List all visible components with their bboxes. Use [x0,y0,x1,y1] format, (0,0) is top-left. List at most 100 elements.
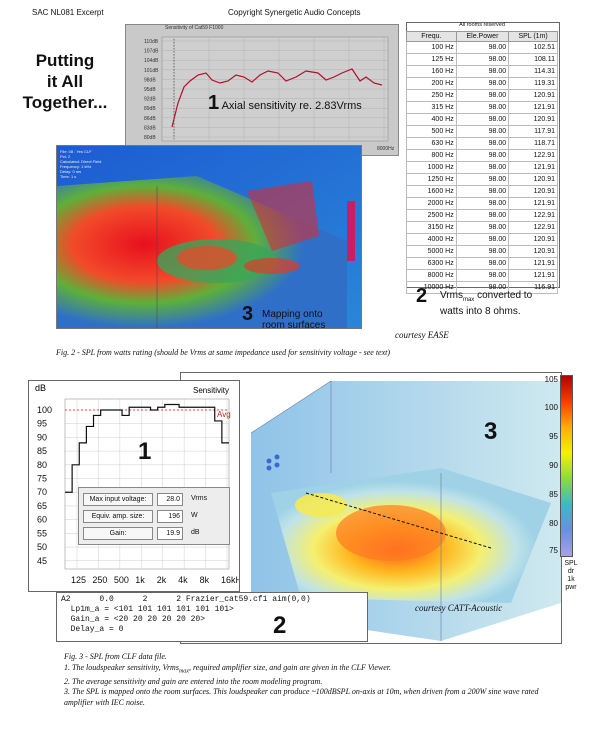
note-subscript: max [462,297,475,303]
table-row: 1000 Hz 98.00 121.91 [406,161,558,174]
side-title-line: Together... [22,93,108,112]
table-cell: 121.91 [508,101,558,114]
max-input-voltage-value[interactable]: 28.0 [157,493,183,506]
table-cell: 98.00 [455,89,510,102]
scale-unit: pwr [565,584,577,591]
gain-button[interactable]: Gain: [83,527,153,540]
clf-viewer-panel: Max input voltage: 28.0 Vrms Equiv. amp.… [78,487,230,545]
table-cell: 122.91 [508,209,558,222]
table-cell: 98.00 [455,185,510,198]
table-cell: 10000 Hz [406,281,457,294]
column-header: Ele.Power [455,31,510,42]
x-tick-label: 250 [92,575,107,585]
table-cell: 2000 Hz [406,197,457,210]
table-cell: 4000 Hz [406,233,457,246]
table-cell: 98.00 [455,257,510,270]
table-cell: 120.91 [508,113,558,126]
gain-value[interactable]: 19.9 [157,527,183,540]
table-row: 800 Hz 98.00 122.91 [406,149,558,162]
x-tick-label: 8k [200,575,210,585]
note-text: watts into 8 ohms. [440,306,521,317]
ease-caption-line: Mapping onto [262,309,323,320]
table-cell: 250 Hz [406,89,457,102]
unit-label: dB [191,529,200,536]
table-cell: 125 Hz [406,53,457,66]
table-cell: 98.00 [455,245,510,258]
y-tick-label: 89dB [144,106,156,112]
table-row: 500 Hz 98.00 117.91 [406,125,558,138]
y-tick-label: 55 [37,528,47,538]
table-cell: 160 Hz [406,65,457,78]
table-cell: 98.00 [455,149,510,162]
table-cell: 98.00 [455,197,510,210]
table-row: 10000 Hz 98.00 116.91 [406,281,558,294]
scale-tick: 90 [549,461,558,470]
table-cell: 98.00 [455,173,510,186]
table-cell: 120.91 [508,245,558,258]
table-cell: 100 Hz [406,41,457,54]
x-tick-label: 1k [135,575,145,585]
axial-label-text: Axial sensitivity re. 2.83Vrms [221,100,362,112]
table-cell: 98.00 [455,233,510,246]
spl-color-scale [560,375,573,557]
table-cell: 98.00 [455,41,510,54]
ease-info-line: Time: 1 s [60,174,77,179]
table-cell: 5000 Hz [406,245,457,258]
column-header: Frequ. [406,31,457,42]
y-tick-label: 95dB [144,87,156,93]
table-cell: 98.00 [455,77,510,90]
clf-line: Delay_a = 0 [61,625,124,634]
table-cell: 800 Hz [406,149,457,162]
table-cell: 6300 Hz [406,257,457,270]
table-row: 250 Hz 98.00 120.91 [406,89,558,102]
clf-line: Lp1m_a = <101 101 101 101 101 101> [61,605,234,614]
table-row: 2500 Hz 98.00 122.91 [406,209,558,222]
table-cell: 121.91 [508,269,558,282]
sensitivity-chart-title: Sensitivity [193,386,229,395]
table-cell: 122.91 [508,149,558,162]
axial-response-curve [171,68,383,128]
callout-number: 3 [242,303,254,325]
y-tick-label: 50 [37,542,47,552]
table-cell: 108.11 [508,53,558,66]
table-note: 2 Vrmsmax converted to watts into 8 ohms… [416,286,532,318]
sensitivity-chart: 100 95 90 85 80 75 70 65 60 55 50 45 125 250 500 1k 2k 4… [28,380,247,592]
y-tick-label: 104dB [144,58,159,64]
table-cell: 2500 Hz [406,209,457,222]
table-cell: 121.91 [508,161,558,174]
ease-map-svg [57,146,361,328]
fig3-line: 1. The loudspeaker sensitivity, Vrmsmax,… [64,663,564,677]
table-cell: 1600 Hz [406,185,457,198]
y-tick-label: 60 [37,515,47,525]
ease-caption-line: room surfaces [262,320,326,331]
table-cell: 98.00 [455,137,510,150]
table-cell: 315 Hz [406,101,457,114]
callout-number: 3 [484,418,498,445]
figure-2-caption: Fig. 2 - SPL from watts rating (should b… [56,348,391,357]
table-cell: 1000 Hz [406,161,457,174]
x-tick-label: 16kHz [221,575,239,585]
y-tick-label: 83dB [144,125,156,131]
table-cell: 98.00 [455,269,510,282]
equiv-amp-size-value[interactable]: 196 [157,510,183,523]
y-tick-label: 85 [37,446,47,456]
fig3-text: , required amplifier size, and gain are … [188,662,392,672]
table-row: 3150 Hz 98.00 122.91 [406,221,558,234]
spl-table-title: All rooms reserved [459,22,505,28]
table-cell: 400 Hz [406,113,457,126]
scale-unit: dr [567,568,575,575]
unit-label: Vrms [191,495,208,502]
table-row: 630 Hz 98.00 118.71 [406,137,558,150]
scale-tick: 105 [544,375,558,384]
y-tick-label: 110dB [144,39,159,45]
x-tick-label: 8000Hz [377,146,395,152]
y-tick-label: 107dB [144,49,159,55]
table-cell: 8000 Hz [406,269,457,282]
x-tick-label: 125 [71,575,86,585]
scale-tick: 80 [549,519,558,528]
spl-table: Frequ. Ele.Power SPL (1m) 100 Hz 98.00 102… [406,31,558,294]
ease-room-map [56,145,362,329]
table-row: 1250 Hz 98.00 120.91 [406,173,558,186]
x-tick-label: 500 [114,575,129,585]
table-cell: 98.00 [455,221,510,234]
